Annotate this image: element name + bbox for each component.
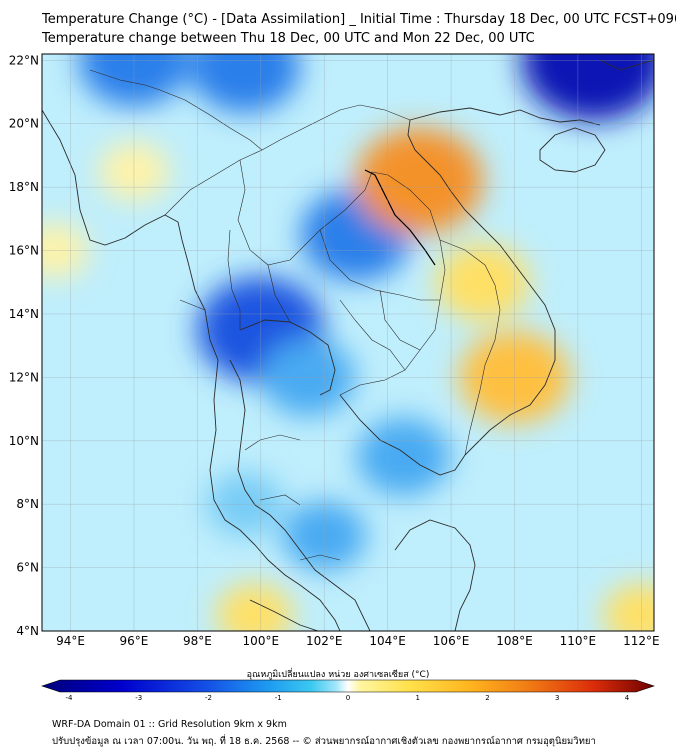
lat-label: 8°N <box>16 497 39 511</box>
lat-label: 14°N <box>9 307 39 321</box>
anomaly-blob-6 <box>356 417 451 496</box>
colorbar-tick-label: -3 <box>135 694 142 700</box>
model-info: WRF-DA Domain 01 :: Grid Resolution 9km … <box>52 719 287 730</box>
update-credit: ปรับปรุงข้อมูล ณ เวลา 07:00น. วัน พฤ. ที… <box>52 736 596 747</box>
anomaly-blob-1 <box>189 54 301 113</box>
lat-label: 20°N <box>9 117 39 131</box>
lat-label: 22°N <box>9 53 39 67</box>
lat-label: 10°N <box>9 434 39 448</box>
colorbar-tick-label: 0 <box>346 694 350 700</box>
lat-label: 12°N <box>9 370 39 384</box>
lon-label: 102°E <box>306 634 343 648</box>
lon-label: 110°E <box>560 634 597 648</box>
coastlines-and-borders <box>42 59 654 631</box>
colorbar-tick-label: -4 <box>66 694 74 700</box>
colorbar-scale <box>41 679 655 693</box>
lat-label: 18°N <box>9 180 39 194</box>
colorbar-tick-label: 3 <box>555 694 559 700</box>
colorbar-title: อุณหภูมิเปลี่ยนแปลง หน่วย องศาเซลเซียส (… <box>246 670 430 680</box>
admin-borders <box>89 69 501 561</box>
lon-label: 100°E <box>243 634 280 648</box>
colorbar-tick-label: 1 <box>416 694 420 700</box>
colorbar-tick-label: -1 <box>275 694 282 700</box>
lon-label: 98°E <box>183 634 212 648</box>
chart-subtitle: Temperature change between Thu 18 Dec, 0… <box>42 31 535 46</box>
lat-label: 6°N <box>16 561 39 575</box>
latitude-labels: 22°N 20°N 18°N 16°N 14°N 12°N 10°N 8°N 6°N 4°N <box>9 53 39 638</box>
mekong-border <box>364 169 436 266</box>
chart-title: Temperature Change (°C) - [Data Assimila… <box>42 12 676 27</box>
lon-label: 112°E <box>623 634 660 648</box>
map-frame <box>41 53 655 632</box>
graticule <box>42 54 654 632</box>
longitude-labels: 94°E 96°E 98°E 100°E 102°E 104°E 106°E 108°E 110… <box>56 634 659 648</box>
lon-label: 106°E <box>433 634 470 648</box>
anomaly-blob-9 <box>355 127 483 234</box>
lon-label: 96°E <box>120 634 149 648</box>
lon-label: 108°E <box>496 634 533 648</box>
anomaly-blob-14 <box>216 583 293 631</box>
anomaly-blob-10 <box>435 243 530 322</box>
colorbar-tick-label: -2 <box>205 694 212 700</box>
temperature-change-map: 22°N 20°N 18°N 16°N 14°N 12°N 10°N 8°N 6°N 4°N 94… <box>9 53 660 700</box>
lat-label: 4°N <box>16 624 39 638</box>
colorbar-tick-label: 2 <box>485 694 489 700</box>
lon-label: 94°E <box>56 634 85 648</box>
lon-label: 104°E <box>369 634 406 648</box>
anomaly-blob-2 <box>521 54 654 121</box>
lat-label: 16°N <box>9 244 39 258</box>
colorbar-ticks: -4 -3 -2 -1 0 1 2 3 4 <box>66 694 630 700</box>
colorbar-tick-label: 4 <box>625 694 630 700</box>
colorbar: -4 -3 -2 -1 0 1 2 3 4 <box>41 679 655 700</box>
